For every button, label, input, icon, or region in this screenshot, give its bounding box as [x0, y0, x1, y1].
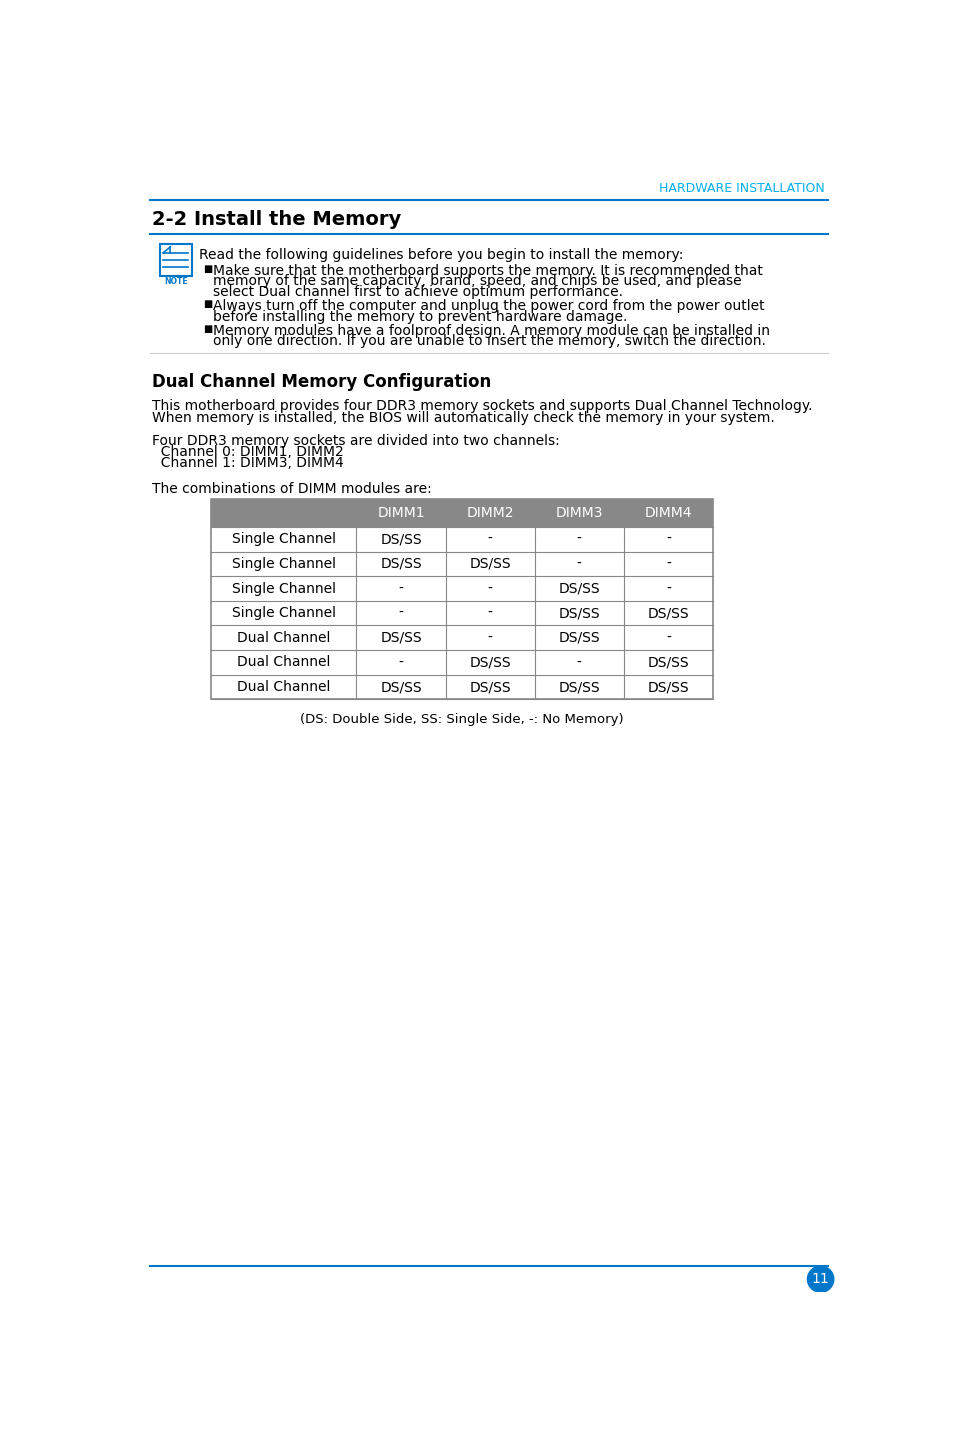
Text: HARDWARE INSTALLATION: HARDWARE INSTALLATION — [659, 182, 823, 195]
FancyBboxPatch shape — [211, 527, 712, 552]
Text: -: - — [398, 655, 403, 669]
FancyBboxPatch shape — [211, 552, 712, 576]
Text: Dual Channel: Dual Channel — [236, 630, 330, 645]
FancyBboxPatch shape — [159, 244, 192, 276]
Text: Single Channel: Single Channel — [232, 558, 335, 571]
Text: before installing the memory to prevent hardware damage.: before installing the memory to prevent … — [213, 309, 627, 324]
Text: Single Channel: Single Channel — [232, 533, 335, 546]
Text: DIMM2: DIMM2 — [466, 507, 514, 520]
Text: DS/SS: DS/SS — [379, 533, 421, 546]
Text: DS/SS: DS/SS — [558, 581, 599, 595]
Text: -: - — [577, 558, 581, 571]
FancyBboxPatch shape — [211, 650, 712, 675]
FancyBboxPatch shape — [211, 601, 712, 626]
Text: -: - — [577, 655, 581, 669]
Text: DS/SS: DS/SS — [469, 680, 511, 694]
Text: When memory is installed, the BIOS will automatically check the memory in your s: When memory is installed, the BIOS will … — [152, 411, 774, 424]
Text: Single Channel: Single Channel — [232, 581, 335, 595]
Text: DS/SS: DS/SS — [647, 680, 688, 694]
FancyBboxPatch shape — [211, 576, 712, 601]
Text: DIMM3: DIMM3 — [555, 507, 602, 520]
Text: (DS: Double Side, SS: Single Side, -: No Memory): (DS: Double Side, SS: Single Side, -: No… — [299, 713, 623, 726]
Text: ■: ■ — [203, 264, 212, 273]
Text: Memory modules have a foolproof design. A memory module can be installed in: Memory modules have a foolproof design. … — [213, 324, 769, 338]
Text: Single Channel: Single Channel — [232, 605, 335, 620]
Text: DS/SS: DS/SS — [379, 680, 421, 694]
Text: DS/SS: DS/SS — [647, 605, 688, 620]
Text: DS/SS: DS/SS — [469, 558, 511, 571]
Text: NOTE: NOTE — [164, 277, 188, 286]
Text: Dual Channel: Dual Channel — [236, 655, 330, 669]
FancyBboxPatch shape — [211, 499, 712, 527]
Text: -: - — [665, 533, 670, 546]
Text: DS/SS: DS/SS — [558, 680, 599, 694]
Text: -: - — [398, 581, 403, 595]
Text: -: - — [487, 605, 492, 620]
Text: -: - — [665, 630, 670, 645]
Text: 2-2 Install the Memory: 2-2 Install the Memory — [152, 209, 400, 228]
FancyBboxPatch shape — [211, 675, 712, 700]
Text: 11: 11 — [811, 1272, 828, 1286]
FancyBboxPatch shape — [211, 626, 712, 650]
Text: ■: ■ — [203, 324, 212, 334]
Text: -: - — [487, 581, 492, 595]
Text: DS/SS: DS/SS — [558, 605, 599, 620]
Text: Dual Channel: Dual Channel — [236, 680, 330, 694]
Text: -: - — [665, 581, 670, 595]
Text: Channel 1: DIMM3, DIMM4: Channel 1: DIMM3, DIMM4 — [152, 456, 343, 470]
Text: -: - — [665, 558, 670, 571]
Text: DS/SS: DS/SS — [379, 630, 421, 645]
Text: Make sure that the motherboard supports the memory. It is recommended that: Make sure that the motherboard supports … — [213, 264, 762, 277]
Text: Channel 0: DIMM1, DIMM2: Channel 0: DIMM1, DIMM2 — [152, 446, 343, 459]
Text: -: - — [577, 533, 581, 546]
Text: -: - — [487, 630, 492, 645]
Text: Four DDR3 memory sockets are divided into two channels:: Four DDR3 memory sockets are divided int… — [152, 434, 559, 449]
Text: Dual Channel Memory Configuration: Dual Channel Memory Configuration — [152, 373, 491, 391]
Text: The combinations of DIMM modules are:: The combinations of DIMM modules are: — [152, 482, 431, 497]
Text: ■: ■ — [203, 299, 212, 309]
Text: DS/SS: DS/SS — [647, 655, 688, 669]
Circle shape — [806, 1266, 833, 1292]
Text: Read the following guidelines before you begin to install the memory:: Read the following guidelines before you… — [199, 248, 682, 263]
Text: -: - — [398, 605, 403, 620]
Text: DIMM4: DIMM4 — [644, 507, 691, 520]
Text: DS/SS: DS/SS — [379, 558, 421, 571]
Text: DIMM1: DIMM1 — [376, 507, 424, 520]
Text: DS/SS: DS/SS — [469, 655, 511, 669]
Text: DS/SS: DS/SS — [558, 630, 599, 645]
Text: This motherboard provides four DDR3 memory sockets and supports Dual Channel Tec: This motherboard provides four DDR3 memo… — [152, 399, 811, 412]
Text: -: - — [487, 533, 492, 546]
Text: memory of the same capacity, brand, speed, and chips be used, and please: memory of the same capacity, brand, spee… — [213, 274, 740, 289]
Text: only one direction. If you are unable to insert the memory, switch the direction: only one direction. If you are unable to… — [213, 334, 765, 348]
Text: select Dual channel first to achieve optimum performance.: select Dual channel first to achieve opt… — [213, 285, 622, 299]
Text: Always turn off the computer and unplug the power cord from the power outlet: Always turn off the computer and unplug … — [213, 299, 764, 314]
